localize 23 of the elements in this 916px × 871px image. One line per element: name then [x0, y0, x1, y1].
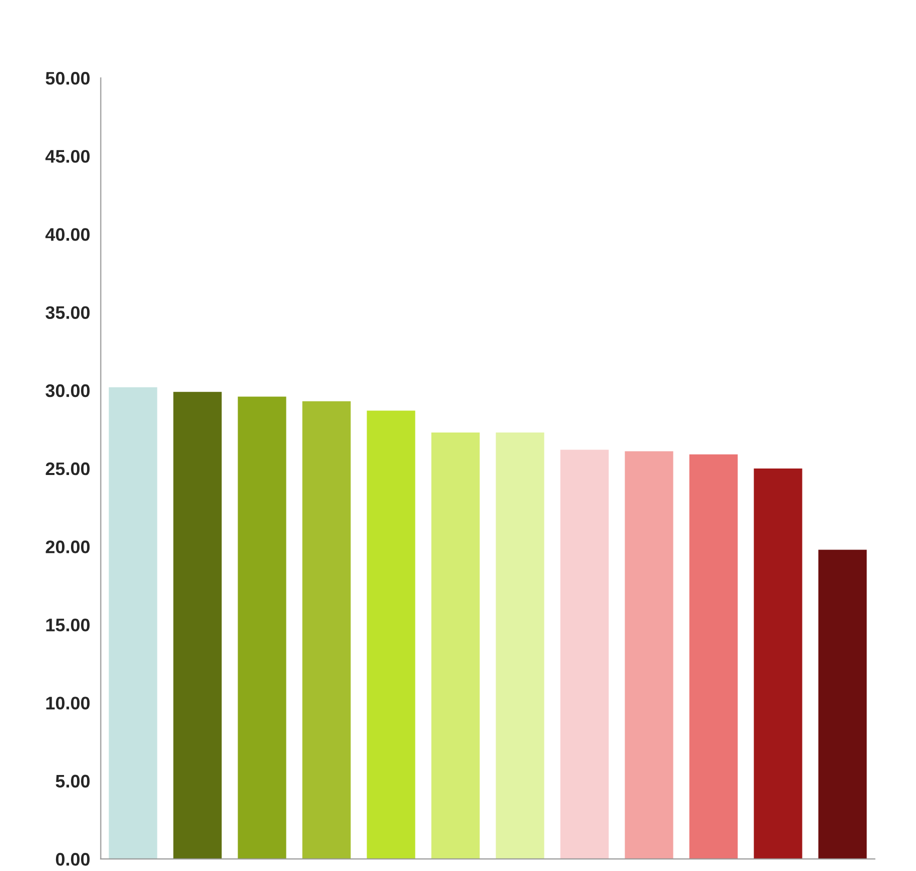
y-tick-label: 15.00	[46, 618, 90, 632]
bar	[496, 432, 544, 859]
y-tick-label: 40.00	[45, 228, 90, 241]
y-tick-label: 25.00	[46, 462, 90, 476]
bar	[431, 432, 480, 859]
bar	[818, 550, 867, 859]
bar	[238, 396, 286, 859]
y-tick-label: 5.00	[56, 774, 90, 788]
bar	[624, 451, 674, 859]
bar	[302, 401, 351, 859]
y-tick-label: 35.00	[46, 306, 90, 320]
bar	[754, 468, 802, 859]
bar	[560, 450, 609, 859]
y-tick-label: 0.00	[56, 852, 90, 866]
y-tick-label: 10.00	[46, 696, 90, 710]
bar	[173, 392, 222, 859]
bar	[108, 387, 158, 859]
y-tick-label: 50.00	[46, 72, 90, 85]
y-tick-label: 30.00	[46, 384, 90, 398]
y-tick-label: 45.00	[45, 150, 90, 163]
bar	[689, 454, 738, 859]
y-tick-label: 20.00	[46, 540, 90, 554]
bar	[366, 410, 416, 859]
